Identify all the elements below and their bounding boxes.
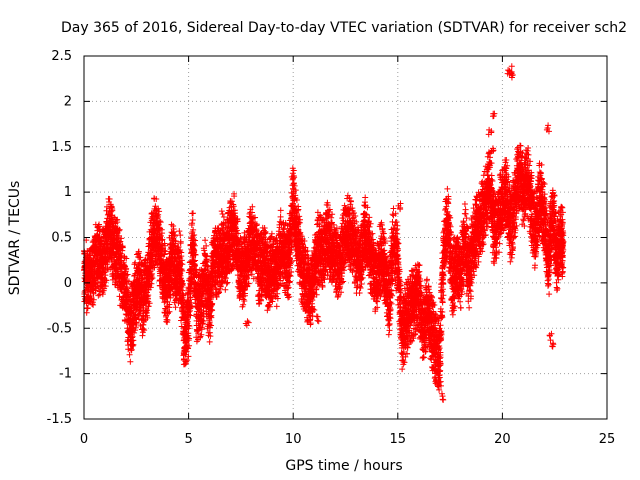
data-point [140, 325, 147, 332]
data-point [177, 232, 184, 239]
data-point [219, 211, 226, 218]
data-point [218, 208, 225, 215]
data-point [90, 290, 97, 297]
data-point [109, 207, 116, 214]
data-point [99, 291, 106, 298]
data-point [96, 227, 103, 234]
data-point [241, 298, 248, 305]
data-point [118, 252, 125, 259]
data-point [222, 286, 229, 293]
data-point [277, 207, 284, 214]
data-point [177, 238, 184, 245]
data-point [90, 301, 97, 308]
data-point [115, 227, 122, 234]
data-points [81, 63, 567, 403]
data-point [102, 283, 109, 290]
data-point [127, 358, 134, 365]
data-point [190, 210, 197, 217]
data-point [277, 213, 284, 220]
data-point [170, 223, 177, 230]
data-point [119, 243, 126, 250]
data-point [90, 296, 97, 303]
data-point [176, 228, 183, 235]
data-point [102, 272, 109, 279]
data-point [118, 235, 125, 242]
data-point [114, 219, 121, 226]
grid-lines [84, 56, 607, 419]
data-point [189, 217, 196, 224]
data-point [106, 195, 113, 202]
data-point [83, 309, 90, 316]
data-point [206, 338, 213, 345]
data-point [202, 237, 209, 244]
data-point [273, 303, 280, 310]
data-point [103, 277, 110, 284]
data-point [116, 226, 123, 233]
chart-title: Day 365 of 2016, Sidereal Day-to-day VTE… [61, 20, 627, 36]
data-point [172, 304, 179, 311]
